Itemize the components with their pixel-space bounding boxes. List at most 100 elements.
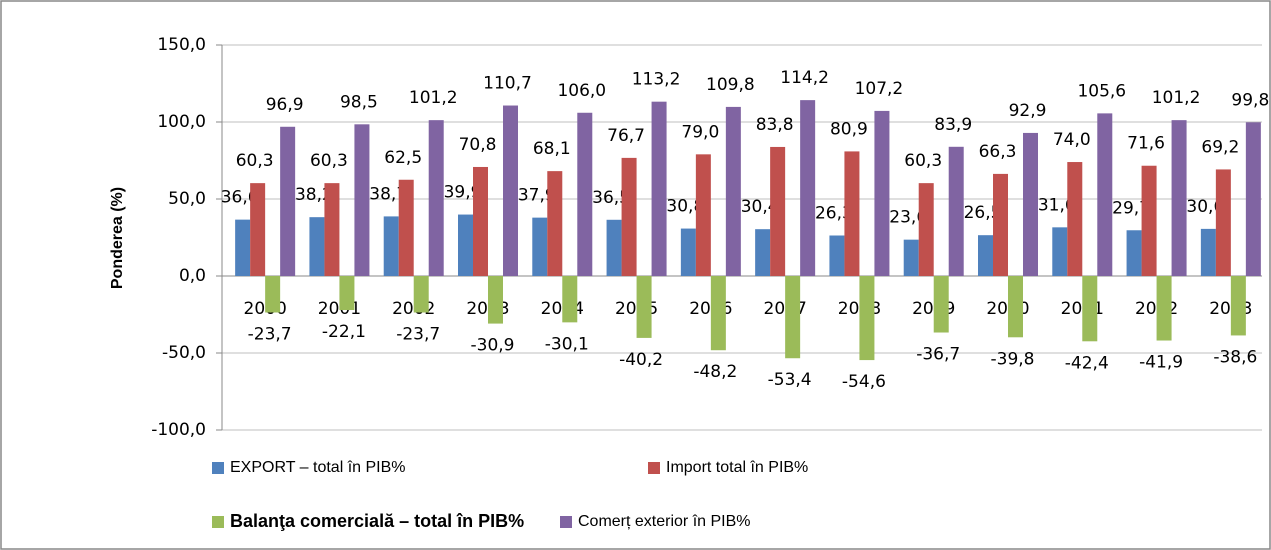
bar	[859, 276, 875, 361]
legend-swatch	[212, 516, 224, 528]
bar	[1141, 165, 1157, 276]
bar	[354, 124, 370, 276]
bar	[1052, 227, 1068, 276]
data-label: 109,8	[706, 75, 755, 95]
data-label: 31,6	[1038, 195, 1076, 215]
bar	[978, 235, 993, 276]
data-label: 114,2	[780, 68, 829, 88]
bar	[1126, 230, 1142, 276]
bar	[1171, 120, 1187, 276]
data-label: -30,9	[471, 336, 515, 356]
bar	[695, 154, 711, 276]
bar	[785, 276, 801, 359]
bar	[235, 219, 251, 276]
bar	[1023, 132, 1038, 276]
legend-label: Balanţa comercială – total în PIB%	[230, 511, 524, 531]
bar	[680, 228, 696, 276]
data-label: -48,2	[693, 362, 737, 382]
bar	[1245, 122, 1261, 276]
data-label: 106,0	[557, 81, 606, 101]
bar	[1230, 276, 1246, 336]
data-label: 79,0	[681, 122, 719, 142]
bar	[473, 166, 488, 276]
bar	[250, 183, 266, 276]
data-label: 30,8	[666, 197, 704, 217]
data-label: 101,2	[409, 88, 458, 108]
bar	[1082, 276, 1098, 342]
bar	[503, 105, 518, 276]
data-label: 60,3	[904, 151, 942, 171]
data-label: -38,6	[1213, 347, 1257, 367]
data-label: 96,9	[266, 95, 304, 115]
legend-label: Comerț exterior în PIB%	[578, 513, 751, 530]
bar	[918, 183, 934, 276]
bar	[770, 146, 786, 276]
data-label: 92,9	[1009, 101, 1047, 121]
data-label: 101,2	[1152, 88, 1201, 108]
data-label: 83,9	[934, 115, 972, 135]
y-tick-label: 150,0	[157, 35, 206, 55]
bar	[651, 101, 667, 276]
data-label: -54,6	[842, 372, 886, 392]
legend-swatch	[212, 462, 224, 474]
bar	[874, 110, 890, 276]
bar	[1097, 113, 1113, 276]
y-tick-label: -100,0	[151, 420, 206, 440]
data-label: 83,8	[756, 115, 794, 135]
bar	[383, 216, 399, 276]
data-label: 98,5	[340, 92, 378, 112]
data-label: 113,2	[632, 70, 681, 90]
data-label: 110,7	[483, 74, 532, 94]
data-label: 105,6	[1077, 81, 1126, 101]
data-label: -36,7	[916, 345, 960, 365]
data-label: 69,2	[1201, 137, 1239, 157]
data-label: -53,4	[768, 370, 812, 390]
bar	[903, 239, 919, 276]
data-label: -23,7	[396, 324, 440, 344]
bar	[948, 146, 964, 276]
bar	[636, 276, 652, 338]
data-label: 80,9	[830, 119, 868, 139]
y-tick-label: 0,0	[179, 266, 206, 286]
data-label: 99,8	[1231, 90, 1269, 110]
bar	[755, 229, 771, 276]
bar	[280, 126, 296, 276]
bar	[339, 276, 355, 311]
data-label: 29,7	[1112, 198, 1150, 218]
legend-label: Import total în PIB%	[666, 459, 808, 476]
bar	[488, 276, 503, 324]
data-label: 60,3	[310, 151, 348, 171]
data-label: 38,2	[295, 185, 333, 205]
bar	[324, 183, 340, 276]
data-label: 36,5	[592, 188, 630, 208]
data-label: 74,0	[1053, 130, 1091, 150]
bar	[993, 173, 1008, 276]
data-label: 60,3	[236, 151, 274, 171]
bar	[398, 179, 414, 276]
bar	[1067, 162, 1083, 276]
bar	[562, 276, 578, 323]
bar	[547, 171, 563, 276]
data-label: 70,8	[459, 135, 497, 155]
bar	[458, 214, 473, 276]
data-label: 66,3	[979, 142, 1017, 162]
y-tick-label: 100,0	[157, 112, 206, 132]
data-label: -22,1	[322, 322, 366, 342]
data-label: 30,4	[741, 197, 779, 217]
y-tick-label: -50,0	[162, 343, 206, 363]
bar	[428, 120, 444, 276]
bar	[532, 217, 548, 276]
data-label: 107,2	[855, 79, 904, 99]
legend-label: EXPORT – total în PIB%	[230, 459, 406, 476]
data-label: 36,6	[221, 188, 259, 208]
bar	[577, 112, 593, 276]
data-label: 23,6	[889, 208, 927, 228]
bar	[1200, 228, 1216, 276]
legend-swatch	[560, 516, 572, 528]
data-label: 26,3	[815, 203, 853, 223]
data-label: 26,5	[964, 203, 1002, 223]
bar	[844, 151, 860, 276]
data-label: 37,9	[518, 186, 556, 206]
